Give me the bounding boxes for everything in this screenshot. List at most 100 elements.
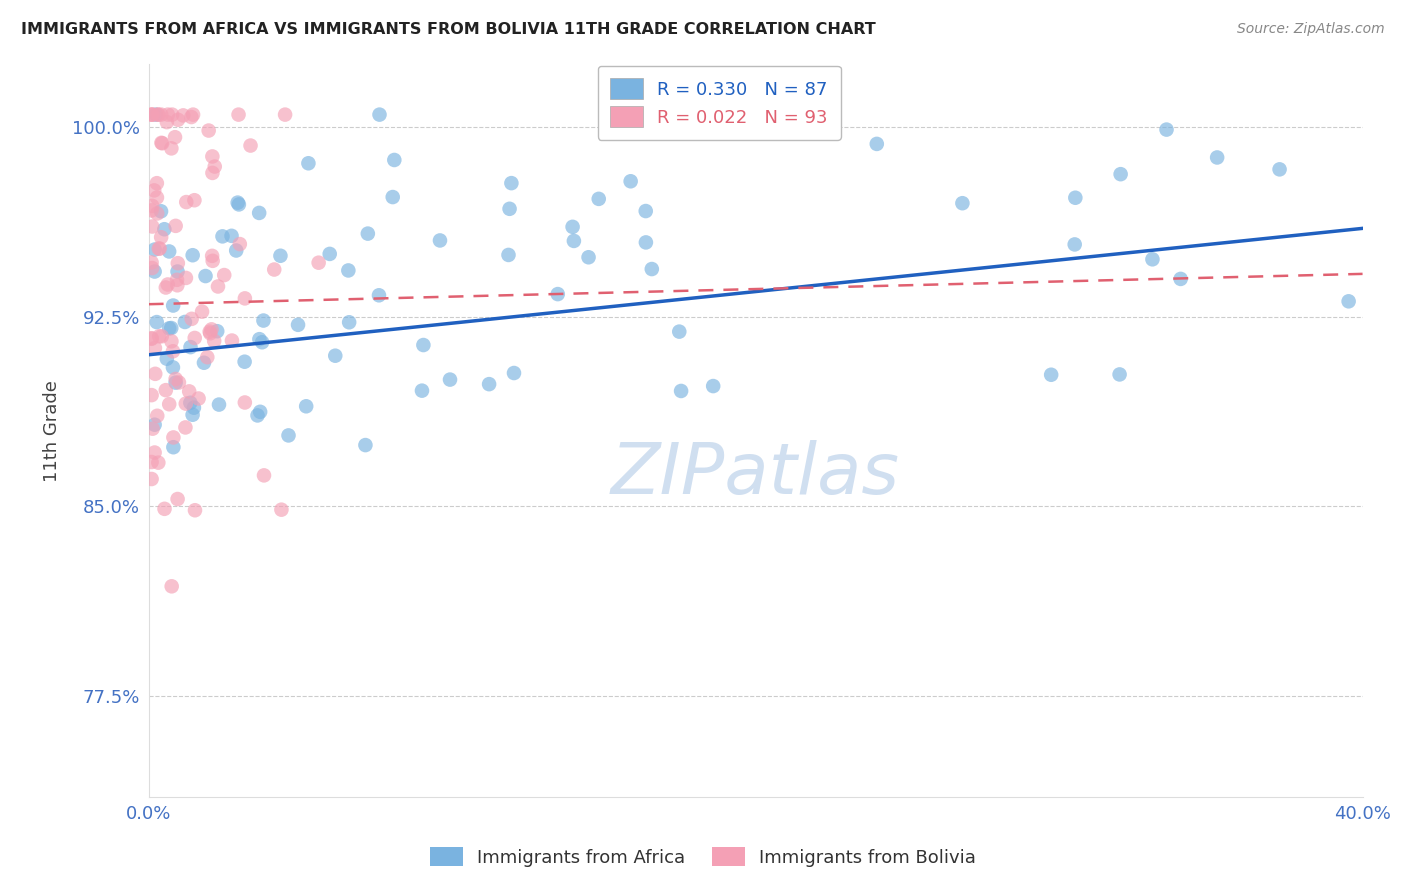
Point [141,331,163,345]
Point [357,227,380,241]
Point [221,228,243,243]
Point [162,440,184,454]
Point [181,248,204,262]
Point [211,229,233,244]
Point [155,280,177,294]
Point [195,350,218,364]
Point [228,197,250,211]
Point [1170,272,1192,286]
Point [634,235,657,250]
Point [202,334,225,348]
Point [233,355,256,369]
Point [174,315,197,329]
Point [588,192,610,206]
Y-axis label: 11th Grade: 11th Grade [44,380,60,482]
Point [141,107,163,121]
Point [1156,122,1178,136]
Point [368,288,391,302]
Point [208,398,231,412]
Point [183,401,205,415]
Point [263,262,285,277]
Point [174,195,197,210]
Point [503,366,526,380]
Point [354,438,377,452]
Point [1206,151,1229,165]
Point [201,149,224,163]
Point [143,341,166,355]
Point [253,468,276,483]
Point [1109,167,1132,181]
Legend: Immigrants from Africa, Immigrants from Bolivia: Immigrants from Africa, Immigrants from … [423,840,983,874]
Point [205,324,228,338]
Point [150,136,173,150]
Point [295,399,318,413]
Point [193,356,215,370]
Point [143,183,166,197]
Point [174,271,197,285]
Point [194,268,217,283]
Point [429,234,451,248]
Text: IMMIGRANTS FROM AFRICA VS IMMIGRANTS FROM BOLIVIA 11TH GRADE CORRELATION CHART: IMMIGRANTS FROM AFRICA VS IMMIGRANTS FRO… [21,22,876,37]
Point [145,315,167,329]
Point [165,376,187,390]
Point [1108,368,1130,382]
Point [866,136,889,151]
Point [233,395,256,409]
Point [162,430,184,444]
Point [150,136,173,151]
Point [156,115,179,129]
Point [181,408,204,422]
Point [143,264,166,278]
Point [162,344,184,359]
Point [547,287,569,301]
Point [148,242,170,256]
Point [156,277,179,292]
Point [201,166,224,180]
Point [150,329,173,343]
Point [157,321,180,335]
Point [181,107,204,121]
Point [269,249,291,263]
Point [148,456,170,470]
Legend: R = 0.330   N = 87, R = 0.022   N = 93: R = 0.330 N = 87, R = 0.022 N = 93 [598,66,841,140]
Point [702,379,724,393]
Point [277,428,299,442]
Point [179,396,201,410]
Point [337,315,360,329]
Point [167,112,190,127]
Point [166,491,188,506]
Point [252,313,274,327]
Point [561,219,583,234]
Point [150,230,173,244]
Point [412,338,434,352]
Point [229,237,252,252]
Point [150,204,173,219]
Point [187,392,209,406]
Point [198,325,221,339]
Point [1063,237,1085,252]
Point [166,273,188,287]
Point [179,384,201,399]
Point [141,332,163,346]
Point [228,107,250,121]
Point [191,304,214,318]
Point [143,367,166,381]
Point [163,130,186,145]
Point [141,472,163,486]
Point [174,420,197,434]
Point [146,409,169,423]
Point [1268,162,1291,177]
Point [1142,252,1164,267]
Point [221,334,243,348]
Point [1337,294,1360,309]
Point [149,242,172,256]
Point [669,384,692,398]
Point [143,417,166,432]
Point [197,123,219,137]
Point [204,160,226,174]
Point [201,253,224,268]
Point [179,340,201,354]
Point [297,156,319,170]
Point [319,247,342,261]
Point [246,409,269,423]
